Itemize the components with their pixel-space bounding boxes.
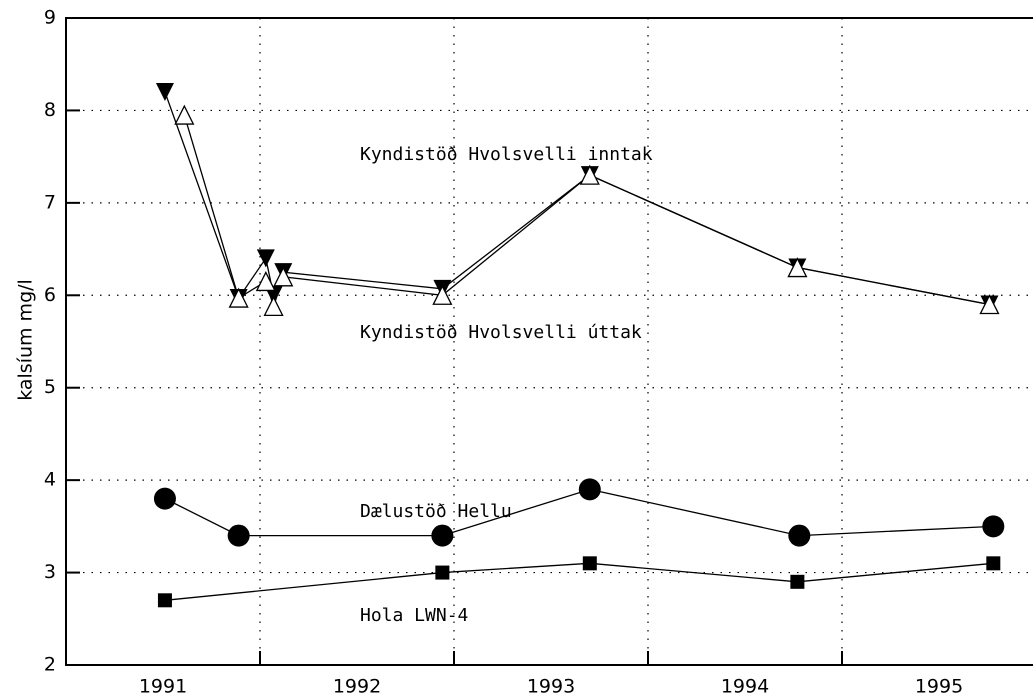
y-tick-label: 5 xyxy=(44,376,56,398)
y-tick-label: 2 xyxy=(44,654,56,676)
marker xyxy=(582,556,597,571)
marker xyxy=(787,257,808,278)
series-line xyxy=(164,91,990,306)
marker xyxy=(788,524,811,547)
plot-frame xyxy=(65,17,1033,666)
marker xyxy=(986,556,1001,571)
marker xyxy=(227,524,250,547)
series-line xyxy=(164,562,994,601)
y-tick-label: 9 xyxy=(44,7,56,29)
marker xyxy=(979,294,1000,315)
x-tick-label: 1995 xyxy=(915,676,963,698)
marker xyxy=(256,249,275,268)
series-label: Hola LWN-4 xyxy=(360,605,468,626)
series-line xyxy=(164,488,994,537)
x-tick-label: 1991 xyxy=(139,676,187,698)
y-tick-label: 4 xyxy=(44,469,56,491)
marker xyxy=(157,593,172,608)
x-tick-label: 1994 xyxy=(721,676,769,698)
marker xyxy=(435,565,450,580)
marker xyxy=(153,487,176,510)
x-tick-label: 1993 xyxy=(527,676,575,698)
marker xyxy=(578,478,601,501)
y-tick-label: 6 xyxy=(44,284,56,306)
marker xyxy=(790,574,805,589)
y-tick-label: 8 xyxy=(44,99,56,121)
marker xyxy=(228,287,249,308)
y-axis-label: kalsíum mg/l xyxy=(15,279,37,401)
series-label: Dælustöð Hellu xyxy=(360,501,512,522)
marker xyxy=(174,104,195,125)
series-label: Kyndistöð Hvolsvelli úttak xyxy=(360,322,642,343)
series-label: Kyndistöð Hvolsvelli inntak xyxy=(360,144,653,165)
marker xyxy=(982,515,1005,538)
x-tick-label: 1992 xyxy=(333,676,381,698)
marker xyxy=(273,266,294,287)
marker xyxy=(155,82,174,101)
marker xyxy=(579,164,600,185)
marker xyxy=(432,284,453,305)
marker xyxy=(255,270,276,292)
y-tick-label: 7 xyxy=(44,191,56,213)
y-tick-label: 3 xyxy=(44,561,56,583)
marker xyxy=(263,295,284,317)
marker xyxy=(431,524,454,547)
